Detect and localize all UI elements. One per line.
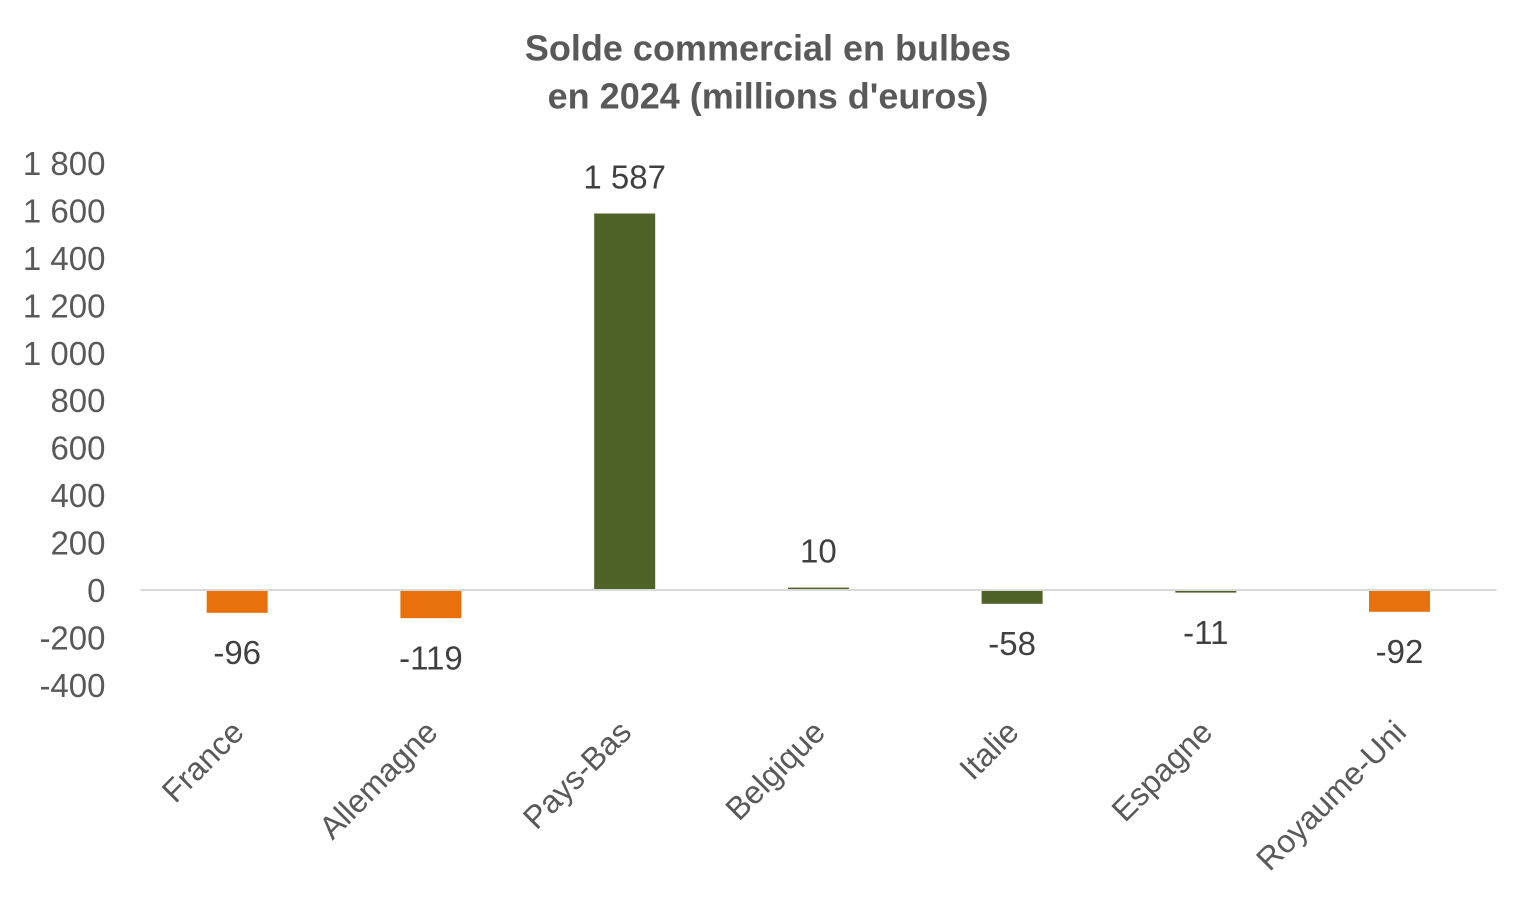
svg-text:600: 600 (50, 430, 105, 467)
svg-text:-200: -200 (39, 620, 105, 657)
svg-text:-119: -119 (399, 640, 463, 677)
svg-text:0: 0 (87, 572, 105, 609)
svg-text:-400: -400 (39, 667, 105, 704)
svg-text:-11: -11 (1183, 614, 1228, 651)
svg-text:1 600: 1 600 (23, 192, 106, 229)
svg-text:-96: -96 (213, 634, 261, 671)
svg-text:Solde commercial en bulbes: Solde commercial en bulbes (525, 28, 1011, 69)
svg-text:400: 400 (50, 477, 105, 514)
svg-text:1 000: 1 000 (23, 335, 106, 372)
svg-text:1 800: 1 800 (23, 145, 106, 182)
svg-text:en 2024 (millions d'euros): en 2024 (millions d'euros) (548, 75, 989, 116)
svg-text:-92: -92 (1376, 633, 1424, 670)
svg-text:800: 800 (50, 382, 105, 419)
svg-text:1 200: 1 200 (23, 287, 106, 324)
svg-text:10: 10 (800, 533, 837, 570)
svg-text:200: 200 (50, 525, 105, 562)
svg-text:1 587: 1 587 (583, 159, 666, 196)
svg-text:1 400: 1 400 (23, 240, 106, 277)
svg-text:-58: -58 (988, 625, 1036, 662)
